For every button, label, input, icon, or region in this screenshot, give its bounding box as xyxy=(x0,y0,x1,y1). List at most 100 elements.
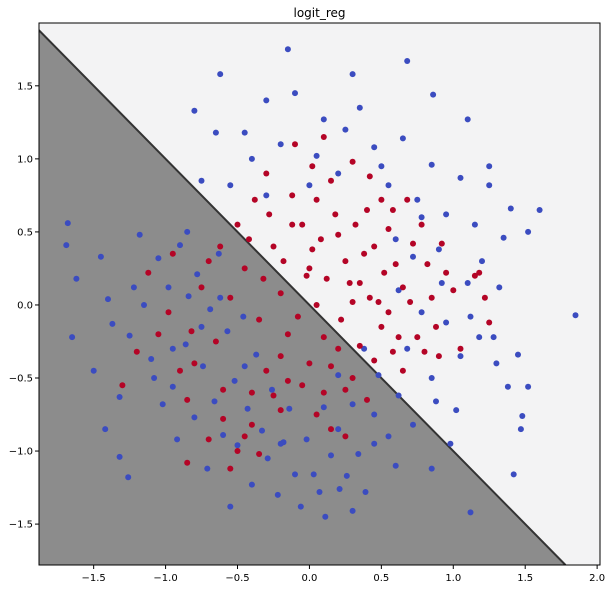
data-point-series-1 xyxy=(184,396,191,403)
y-tick-label: 1.5 xyxy=(17,81,33,92)
data-point-series-0 xyxy=(174,436,181,443)
data-point-series-0 xyxy=(169,383,176,390)
data-point-series-1 xyxy=(188,328,195,335)
data-point-series-0 xyxy=(182,341,189,348)
data-point-series-1 xyxy=(309,246,316,253)
data-point-series-0 xyxy=(355,451,362,457)
plot-frame xyxy=(38,22,601,566)
data-point-series-0 xyxy=(336,486,343,492)
data-point-series-0 xyxy=(410,253,416,260)
data-point-series-0 xyxy=(500,234,507,241)
data-point-series-0 xyxy=(464,280,471,286)
data-point-series-0 xyxy=(207,306,214,313)
data-point-series-0 xyxy=(303,436,310,443)
data-point-series-1 xyxy=(328,426,334,433)
data-point-series-1 xyxy=(424,261,431,268)
data-point-series-0 xyxy=(241,129,248,136)
data-point-series-0 xyxy=(284,46,291,53)
data-point-series-0 xyxy=(525,228,532,235)
data-point-series-1 xyxy=(433,323,439,330)
data-point-series-1 xyxy=(385,226,392,232)
data-point-series-0 xyxy=(141,302,147,308)
data-point-series-1 xyxy=(418,221,425,228)
data-point-series-0 xyxy=(277,440,284,447)
data-point-series-1 xyxy=(332,211,339,218)
x-tick-label: 1.0 xyxy=(445,573,461,584)
data-point-series-1 xyxy=(217,243,224,250)
data-point-series-0 xyxy=(155,255,162,262)
data-point-series-1 xyxy=(277,407,284,414)
data-point-series-1 xyxy=(270,392,277,399)
data-point-series-0 xyxy=(443,211,450,218)
data-point-series-0 xyxy=(438,280,445,286)
data-point-series-1 xyxy=(481,294,488,301)
data-point-series-0 xyxy=(335,170,342,177)
data-point-series-1 xyxy=(284,377,291,384)
x-tick-label: 0.0 xyxy=(301,573,317,584)
data-point-series-0 xyxy=(510,471,517,478)
data-point-series-1 xyxy=(234,448,241,454)
data-point-series-0 xyxy=(63,242,70,249)
data-point-series-0 xyxy=(274,491,281,498)
x-tick-label: −1.5 xyxy=(82,573,106,584)
data-point-series-0 xyxy=(479,258,485,265)
data-point-series-0 xyxy=(130,284,137,291)
data-point-series-0 xyxy=(335,372,342,379)
data-point-series-1 xyxy=(389,207,396,213)
data-point-series-0 xyxy=(433,398,439,405)
data-point-series-1 xyxy=(227,294,234,301)
region-low xyxy=(39,23,566,565)
data-point-series-0 xyxy=(116,453,123,460)
data-point-series-0 xyxy=(418,214,425,221)
data-point-series-0 xyxy=(349,507,356,514)
data-point-series-0 xyxy=(151,375,158,381)
data-point-series-1 xyxy=(251,196,258,203)
data-point-series-1 xyxy=(378,196,385,203)
data-point-series-0 xyxy=(277,141,284,148)
data-point-series-0 xyxy=(97,253,104,260)
data-point-series-1 xyxy=(284,331,291,338)
data-point-series-0 xyxy=(457,174,464,181)
data-point-series-1 xyxy=(486,319,493,326)
data-point-series-0 xyxy=(320,404,327,411)
data-point-series-0 xyxy=(263,97,270,104)
data-point-series-0 xyxy=(392,236,399,243)
data-point-series-0 xyxy=(292,90,298,97)
data-point-series-0 xyxy=(227,182,234,189)
data-point-series-0 xyxy=(504,383,511,390)
data-point-series-0 xyxy=(234,442,241,449)
data-point-series-1 xyxy=(256,316,263,323)
data-point-series-0 xyxy=(428,161,435,168)
data-point-series-0 xyxy=(126,332,133,339)
data-point-series-0 xyxy=(496,284,503,291)
data-point-series-1 xyxy=(349,158,356,165)
data-point-series-0 xyxy=(320,116,327,123)
data-point-series-0 xyxy=(349,71,356,78)
data-point-series-0 xyxy=(371,440,378,447)
data-point-series-0 xyxy=(191,107,198,114)
data-point-series-0 xyxy=(467,509,474,516)
data-point-series-1 xyxy=(375,299,382,305)
data-point-series-1 xyxy=(133,348,140,355)
x-tick-label: 2.0 xyxy=(589,573,605,584)
data-point-series-0 xyxy=(399,135,406,142)
data-point-series-0 xyxy=(343,472,350,479)
data-point-series-1 xyxy=(366,173,373,180)
data-point-series-1 xyxy=(212,338,219,345)
data-point-series-0 xyxy=(428,375,435,381)
data-point-series-0 xyxy=(148,356,155,362)
data-point-series-0 xyxy=(316,489,323,495)
data-point-series-0 xyxy=(220,432,227,438)
data-point-series-0 xyxy=(177,242,183,249)
data-point-series-0 xyxy=(395,392,402,399)
data-point-series-0 xyxy=(356,104,363,111)
data-point-series-0 xyxy=(253,351,260,358)
data-point-series-0 xyxy=(322,513,329,520)
data-point-series-0 xyxy=(200,363,206,370)
data-point-series-0 xyxy=(212,129,219,136)
data-point-series-1 xyxy=(435,353,442,360)
data-point-series-1 xyxy=(299,221,306,228)
data-point-series-1 xyxy=(323,275,330,282)
data-point-series-0 xyxy=(335,426,342,433)
data-point-series-1 xyxy=(248,389,255,396)
